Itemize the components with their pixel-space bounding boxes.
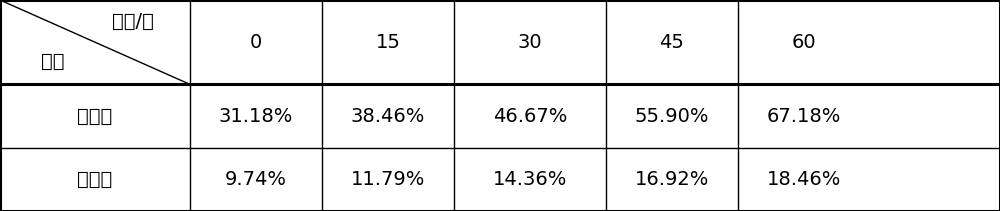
Text: 18.46%: 18.46% bbox=[767, 170, 841, 189]
Text: 15: 15 bbox=[376, 33, 400, 52]
Text: 9.74%: 9.74% bbox=[225, 170, 287, 189]
Text: 30: 30 bbox=[518, 33, 542, 52]
Text: 67.18%: 67.18% bbox=[767, 107, 841, 126]
Text: 38.46%: 38.46% bbox=[351, 107, 425, 126]
Text: 11.79%: 11.79% bbox=[351, 170, 425, 189]
Text: 16.92%: 16.92% bbox=[635, 170, 709, 189]
Text: 45: 45 bbox=[660, 33, 684, 52]
Text: 处理组: 处理组 bbox=[77, 107, 113, 126]
Text: 46.67%: 46.67% bbox=[493, 107, 567, 126]
Text: 60: 60 bbox=[792, 33, 816, 52]
Text: 55.90%: 55.90% bbox=[635, 107, 709, 126]
Text: 14.36%: 14.36% bbox=[493, 170, 567, 189]
Text: 时间/天: 时间/天 bbox=[112, 12, 154, 31]
Text: 处理: 处理 bbox=[41, 52, 65, 71]
Text: 0: 0 bbox=[250, 33, 262, 52]
Text: 对照组: 对照组 bbox=[77, 170, 113, 189]
Text: 31.18%: 31.18% bbox=[219, 107, 293, 126]
